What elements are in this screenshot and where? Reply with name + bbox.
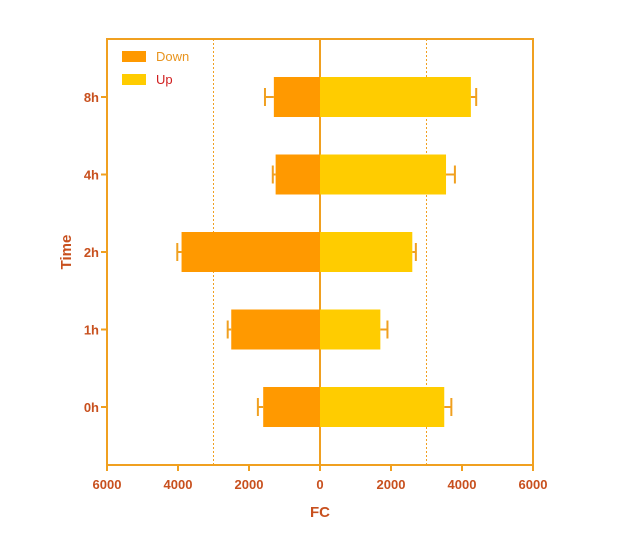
- x-tick-label: 6000: [93, 477, 122, 492]
- legend: Down Up: [122, 49, 189, 87]
- bar-up-8h: [320, 77, 471, 117]
- y-tick-label: 0h: [84, 400, 99, 415]
- bar-up-1h: [320, 309, 381, 350]
- error-bars: [176, 88, 478, 416]
- bar-down-2h: [181, 232, 320, 272]
- y-tick-label: 1h: [84, 323, 99, 338]
- x-tick-label: 2000: [235, 477, 264, 492]
- x-tick-label: 6000: [519, 477, 548, 492]
- y-tick-label: 4h: [84, 168, 99, 183]
- x-tick-label: 2000: [377, 477, 406, 492]
- bar-down-8h: [273, 77, 320, 117]
- legend-swatch-down: [122, 51, 146, 62]
- y-axis-ticks: 0h 1h 2h 4h 8h: [84, 90, 107, 415]
- x-tick-label: 4000: [448, 477, 477, 492]
- x-tick-label: 4000: [164, 477, 193, 492]
- y-tick-label: 8h: [84, 90, 99, 105]
- x-axis-ticks: 6000 4000 2000 0 2000 4000 6000: [93, 465, 548, 492]
- x-tick-label: 0: [316, 477, 323, 492]
- legend-label-down: Down: [156, 49, 189, 64]
- bar-up-0h: [320, 387, 445, 427]
- bars: [181, 77, 471, 427]
- bar-up-4h: [320, 154, 447, 195]
- legend-swatch-up: [122, 74, 146, 85]
- bar-down-4h: [275, 154, 320, 195]
- bar-down-0h: [263, 387, 320, 427]
- y-tick-label: 2h: [84, 245, 99, 260]
- y-axis-title: Time: [58, 235, 75, 270]
- bar-up-2h: [320, 232, 413, 272]
- bar-down-1h: [231, 309, 320, 350]
- legend-label-up: Up: [156, 72, 173, 87]
- x-axis-title: FC: [310, 504, 330, 521]
